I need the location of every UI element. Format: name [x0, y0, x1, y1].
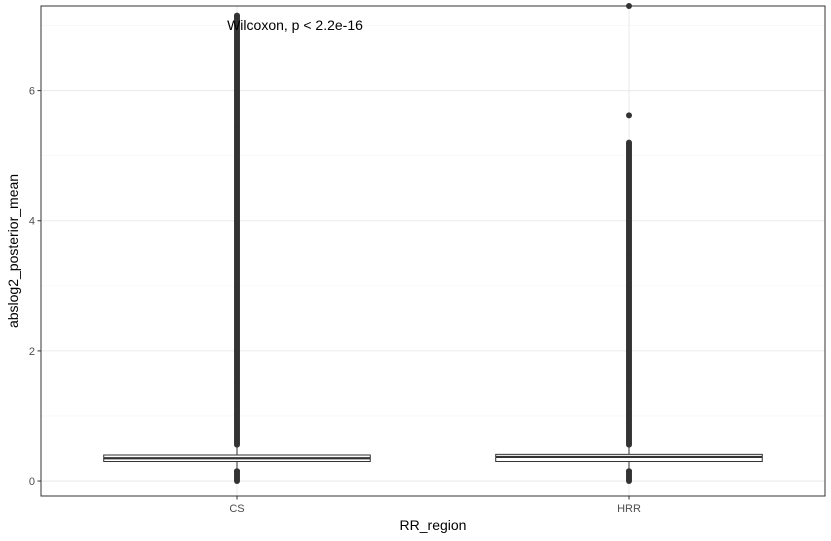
- y-tick-label: 0: [29, 476, 35, 488]
- y-tick-label: 4: [29, 216, 35, 228]
- outlier-point: [626, 112, 632, 119]
- outlier-point: [234, 468, 240, 475]
- x-axis-title: RR_region: [400, 517, 467, 533]
- outlier-point: [626, 139, 632, 146]
- y-tick-label: 6: [29, 86, 35, 98]
- x-tick-label: HRR: [617, 503, 641, 515]
- outlier-points-layer: [234, 3, 632, 485]
- y-tick-label: 2: [29, 346, 35, 358]
- x-tick-label: CS: [229, 503, 244, 515]
- axis-layer: 0 2 4 6 CS HRR: [29, 86, 641, 515]
- outlier-point: [234, 12, 240, 19]
- panel-border: [40, 5, 826, 497]
- wilcoxon-annotation: Wilcoxon, p < 2.2e-16: [227, 17, 363, 33]
- y-axis-title: abslog2_posterior_mean: [5, 174, 21, 328]
- outlier-point: [626, 468, 632, 475]
